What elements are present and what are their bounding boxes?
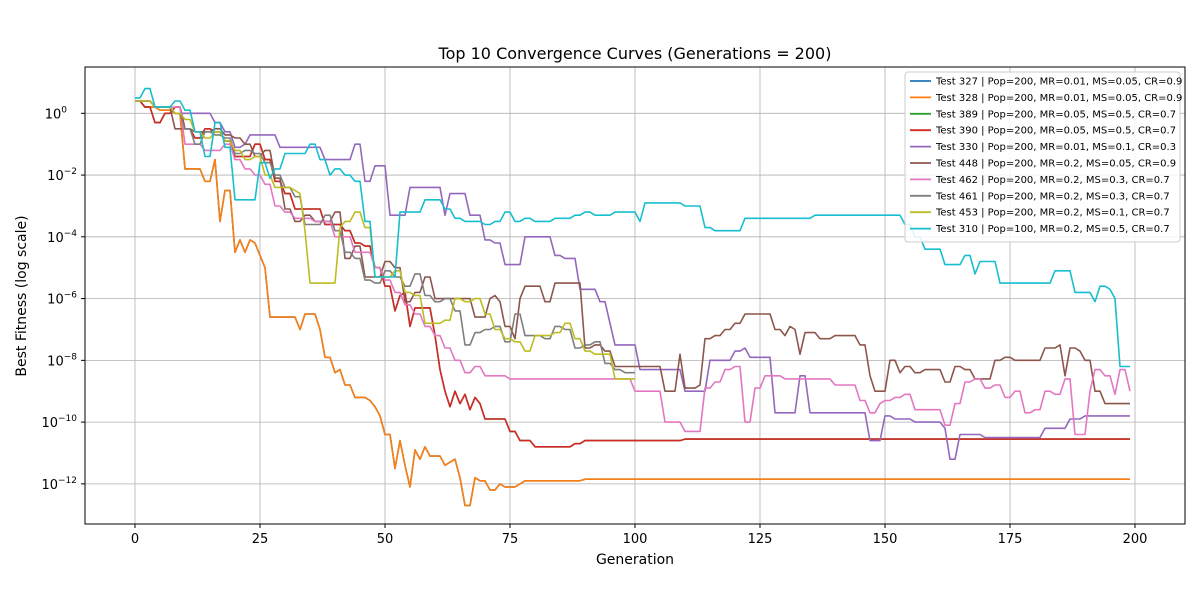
series-line-6 xyxy=(135,100,1131,436)
x-axis: 0 25 50 75 100 125 150 175 200 xyxy=(131,524,1148,547)
x-tick-label: 150 xyxy=(873,532,898,547)
y-tick-label: 10−8 xyxy=(47,352,77,369)
x-tick-label: 75 xyxy=(502,532,519,547)
legend: Test 327 | Pop=200, MR=0.01, MS=0.05, CR… xyxy=(904,71,1182,243)
x-tick-label: 25 xyxy=(252,532,269,547)
x-tick-label: 125 xyxy=(748,532,773,547)
legend-entry: Test 310 | Pop=100, MR=0.2, MS=0.5, CR=0… xyxy=(935,224,1170,235)
x-axis-label: Generation xyxy=(596,552,674,568)
x-tick-label: 175 xyxy=(998,532,1023,547)
y-tick-label: 10−12 xyxy=(41,476,77,493)
series-line-9 xyxy=(135,87,1130,368)
y-tick-label: 10−4 xyxy=(47,229,77,246)
legend-entry: Test 327 | Pop=200, MR=0.01, MS=0.05, CR… xyxy=(935,77,1182,88)
x-tick-label: 50 xyxy=(377,532,394,547)
legend-entry: Test 328 | Pop=200, MR=0.01, MS=0.05, CR… xyxy=(935,93,1182,104)
series-line-4 xyxy=(135,100,1130,460)
series-line-1 xyxy=(135,100,1130,507)
y-tick-label: 100 xyxy=(45,105,68,122)
y-tick-label: 10−6 xyxy=(47,291,77,308)
x-tick-label: 100 xyxy=(623,532,648,547)
series-layer xyxy=(135,87,1131,507)
series-line-8 xyxy=(135,100,635,380)
legend-entry: Test 390 | Pop=200, MR=0.05, MS=0.5, CR=… xyxy=(935,126,1176,137)
legend-entry: Test 453 | Pop=200, MR=0.2, MS=0.1, CR=0… xyxy=(935,208,1170,219)
series-line-3 xyxy=(135,100,1130,448)
legend-entry: Test 461 | Pop=200, MR=0.2, MS=0.3, CR=0… xyxy=(935,191,1170,202)
series-line-5 xyxy=(135,100,1130,405)
y-axis: 100 10−2 10−4 10−6 10−8 10−10 10−12 xyxy=(41,105,85,493)
y-tick-label: 10−10 xyxy=(41,414,77,431)
legend-entry: Test 448 | Pop=200, MR=0.2, MS=0.05, CR=… xyxy=(935,159,1176,170)
y-tick-label: 10−2 xyxy=(47,167,77,184)
chart-title: Top 10 Convergence Curves (Generations =… xyxy=(438,44,832,63)
x-tick-label: 200 xyxy=(1123,532,1148,547)
x-tick-label: 0 xyxy=(131,532,139,547)
legend-entry: Test 330 | Pop=200, MR=0.01, MS=0.1, CR=… xyxy=(935,142,1176,153)
legend-entry: Test 389 | Pop=200, MR=0.05, MS=0.5, CR=… xyxy=(935,109,1176,120)
legend-box xyxy=(904,71,1181,243)
legend-entry: Test 462 | Pop=200, MR=0.2, MS=0.3, CR=0… xyxy=(935,175,1170,186)
y-axis-label: Best Fitness (log scale) xyxy=(14,215,30,376)
